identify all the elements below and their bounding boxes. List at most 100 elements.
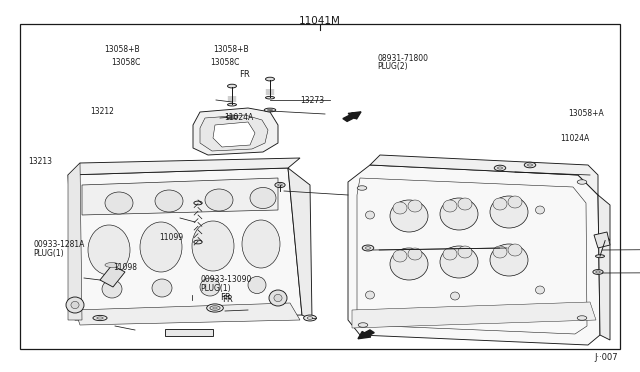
Ellipse shape [593, 270, 603, 275]
Ellipse shape [451, 292, 460, 300]
Ellipse shape [102, 280, 122, 298]
Ellipse shape [200, 278, 220, 296]
Ellipse shape [250, 187, 276, 208]
Bar [165, 329, 213, 336]
Polygon shape [594, 232, 610, 248]
Ellipse shape [408, 248, 422, 260]
Polygon shape [200, 115, 268, 151]
Polygon shape [75, 303, 300, 325]
Ellipse shape [393, 202, 407, 214]
Ellipse shape [205, 189, 233, 211]
Ellipse shape [248, 276, 266, 294]
Ellipse shape [268, 109, 273, 111]
Ellipse shape [194, 201, 202, 205]
Ellipse shape [210, 306, 220, 310]
Text: 13058+B: 13058+B [104, 45, 140, 54]
FancyArrow shape [343, 112, 361, 121]
Ellipse shape [393, 250, 407, 262]
Text: PLUG(1): PLUG(1) [200, 284, 231, 293]
Ellipse shape [97, 317, 103, 319]
Ellipse shape [266, 96, 275, 99]
Ellipse shape [536, 206, 545, 214]
Polygon shape [598, 195, 610, 340]
Ellipse shape [536, 286, 545, 294]
Text: 11024A: 11024A [224, 113, 253, 122]
Ellipse shape [358, 323, 368, 327]
Text: 13058C: 13058C [210, 58, 239, 67]
Text: 13058C: 13058C [111, 58, 141, 67]
Ellipse shape [307, 317, 313, 319]
Polygon shape [213, 122, 255, 147]
Ellipse shape [227, 115, 238, 119]
Ellipse shape [577, 180, 587, 184]
FancyArrow shape [358, 330, 374, 339]
Polygon shape [68, 158, 300, 175]
Text: FR: FR [222, 295, 232, 304]
Polygon shape [68, 163, 82, 320]
Ellipse shape [365, 211, 374, 219]
Ellipse shape [93, 315, 107, 321]
Ellipse shape [228, 84, 237, 88]
Ellipse shape [105, 263, 119, 267]
Ellipse shape [524, 162, 536, 168]
Text: FR: FR [239, 70, 250, 79]
Ellipse shape [595, 255, 605, 258]
Polygon shape [82, 178, 278, 215]
Ellipse shape [508, 196, 522, 208]
Ellipse shape [230, 116, 235, 118]
Ellipse shape [275, 182, 285, 187]
Ellipse shape [105, 192, 133, 214]
Bar [20, 24, 620, 349]
Ellipse shape [408, 200, 422, 212]
Ellipse shape [140, 222, 182, 272]
Ellipse shape [242, 220, 280, 268]
Ellipse shape [362, 245, 374, 251]
Ellipse shape [390, 248, 428, 280]
Text: 13273: 13273 [300, 96, 324, 105]
Ellipse shape [596, 271, 600, 273]
Ellipse shape [228, 103, 237, 106]
Ellipse shape [88, 225, 130, 275]
Polygon shape [348, 165, 600, 345]
Ellipse shape [527, 164, 532, 166]
Text: PLUG(1): PLUG(1) [33, 249, 64, 258]
Ellipse shape [493, 246, 507, 258]
Ellipse shape [490, 244, 528, 276]
Ellipse shape [497, 167, 502, 169]
Polygon shape [370, 155, 598, 195]
Ellipse shape [600, 238, 610, 242]
Ellipse shape [490, 196, 528, 228]
Ellipse shape [152, 279, 172, 297]
Text: 13058+B: 13058+B [213, 45, 249, 54]
Ellipse shape [443, 248, 457, 260]
Ellipse shape [577, 316, 587, 320]
Ellipse shape [155, 190, 183, 212]
Ellipse shape [71, 301, 79, 309]
Ellipse shape [269, 290, 287, 306]
Ellipse shape [212, 307, 217, 309]
Ellipse shape [493, 198, 507, 210]
Text: 00933-13090: 00933-13090 [200, 275, 252, 284]
Ellipse shape [440, 198, 478, 230]
Ellipse shape [365, 291, 374, 299]
Ellipse shape [508, 244, 522, 256]
Ellipse shape [207, 304, 223, 312]
Ellipse shape [365, 247, 371, 249]
Ellipse shape [192, 221, 234, 271]
Ellipse shape [390, 200, 428, 232]
Text: 13213: 13213 [29, 157, 52, 166]
Ellipse shape [443, 200, 457, 212]
Text: 11099: 11099 [159, 233, 183, 242]
Text: PLUG(2): PLUG(2) [378, 62, 408, 71]
Polygon shape [68, 168, 302, 320]
Text: 08931-71800: 08931-71800 [378, 54, 429, 62]
Text: 13058+A: 13058+A [568, 109, 604, 118]
Text: J··007: J··007 [594, 353, 618, 362]
Ellipse shape [264, 108, 276, 112]
Text: 13212: 13212 [90, 107, 114, 116]
Polygon shape [100, 265, 125, 287]
Text: 11024A: 11024A [561, 134, 590, 143]
Polygon shape [352, 302, 596, 328]
Text: 11098: 11098 [113, 263, 137, 272]
Ellipse shape [274, 294, 282, 302]
